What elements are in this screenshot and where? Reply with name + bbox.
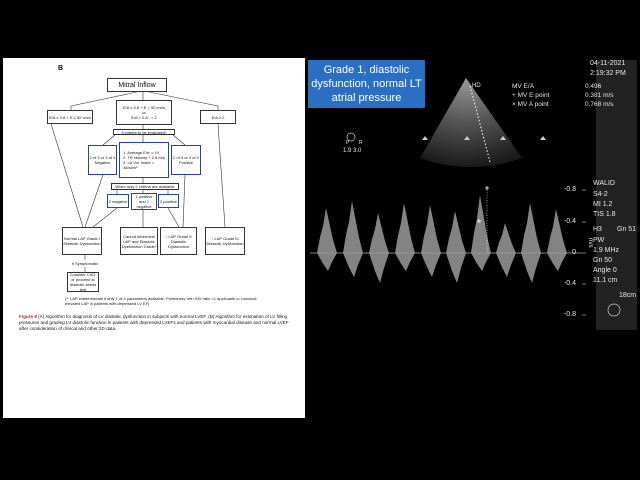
criterion: 2. TR velocity > 2.8 m/s [123,155,165,160]
setting: 1.9 MHz [593,247,620,254]
setting: Gn 50 [593,257,613,264]
measurement-value: 0.496 [585,83,602,90]
criterion: 1. Average E/e' > 14 [123,150,159,155]
inflow-left: E/A ≤ 0.8 + E ≤ 50 cm/s [47,110,93,124]
sector-image [420,78,522,167]
probe-values: 1.9 3.0 [343,148,362,154]
diagram-panel: B Mitral Inflow E/A ≤ 0.8 + E ≤ 50 cm/s … [3,58,305,418]
connectors [50,91,226,272]
setting: H3 [593,226,602,233]
waveform-beat [343,201,363,277]
scale-label: 0 [572,249,576,256]
two-negative: 2 negative [107,194,129,208]
waveform-beat [395,203,415,271]
two-positive: 2 positive [158,194,179,208]
measurement-label: MV E/A [512,83,535,90]
setting: MI 1.2 [593,201,613,208]
probe-letter: P [346,140,350,146]
two-criteria-bar: When only 2 criteria are available [111,183,179,190]
waveform-beat [471,195,491,271]
setting: PW [593,237,605,244]
caption-text: (A) Algorithm for diagnosis of LV diasto… [19,314,289,331]
inflow-right: E/A ≥ 2 [200,110,236,124]
waveform-beat [421,205,441,277]
criterion: 3. LA Vol. index > 34ml/m² [123,160,155,170]
symptomatic: If Symptomatic [71,261,99,266]
setting: Angle 0 [593,267,617,274]
e-point-marker [477,219,481,223]
a-point-marker [485,186,489,190]
probe-icon [346,132,356,142]
time: 2:19:32 PM [590,70,626,77]
doppler-waveform [317,195,567,283]
probe-letter: R [359,140,363,146]
criteria-bar: 3 criteria to be evaluated* [113,129,175,135]
waveform-beat [547,209,567,271]
cursor-line [469,85,491,163]
inflow-line: E/A ≤ 0.8 + E > 50 cm/s [123,105,165,110]
mixed: 1 positive and 1 negative [131,193,157,210]
measurement-value: 0.768 m/s [585,101,614,108]
criteria-list: 1. Average E/e' > 14 2. TR velocity > 2.… [119,142,169,178]
scale-ticks [582,189,586,316]
scale-label: -0.8 [563,186,576,193]
inflow-line: E/A > 0.8 - < 2 [131,115,157,120]
positive-box: 2 of 3 or 3 of 3 Positive [171,145,201,175]
outcome-box: ↑ LAP Grade II Diastolic Dysfunction [160,227,197,255]
consider-box: Consider CAD, or proceed to diastolic st… [67,272,99,292]
setting: Gn 51 [617,226,637,233]
measurement-value: 0.381 m/s [585,92,614,99]
setting: S4-2 [593,191,608,198]
scale-label: -0.4 [563,218,576,225]
outcome-box: Normal LAP Grade I Diastolic Dysfunction [62,227,102,255]
title-box: Grade 1, diastolic dysfunction, normal L… [308,60,425,108]
setting: 11.1 cm [593,277,618,284]
outcome-box: Cannot determine LAP and Diastolic Dysfu… [120,227,158,255]
footnote: (*: LAP indeterminate if only 1 of 3 par… [65,296,257,306]
caption: Figure 8 (A) Algorithm for diagnosis of … [19,314,294,331]
setting: TIS 1.8 [593,211,616,218]
depth: 18cm [619,292,637,299]
inflow-line: or [142,110,146,115]
waveform-beat [496,223,516,277]
scale-label: -0.8 [563,311,576,318]
negative-box: 2 of 3 or 3 of 3 Negative [88,145,117,175]
measurement-label: × MV A point [512,101,549,108]
waveform-beat [446,211,466,283]
waveform-beat [317,208,337,271]
inflow-middle: E/A ≤ 0.8 + E > 50 cm/s or E/A > 0.8 - <… [116,100,172,125]
panel-label: B [58,65,64,72]
measurement-label: + MV E point [512,92,550,99]
orientation-icon [607,303,621,317]
outcome-box: ↑ LAP Grade III Diastolic Dysfunction [205,227,245,255]
depth-markers [422,136,546,140]
scale-label: -0.4 [563,280,576,287]
waveform-beat [369,213,389,283]
date: 04-11-2021 [590,60,626,67]
waveform-beat [521,203,541,283]
hd: HD [472,83,481,89]
root-box: Mitral Inflow [107,78,167,92]
side-strip [596,60,637,330]
caption-label: Figure 8 [19,314,37,319]
setting: WALID [593,180,615,187]
